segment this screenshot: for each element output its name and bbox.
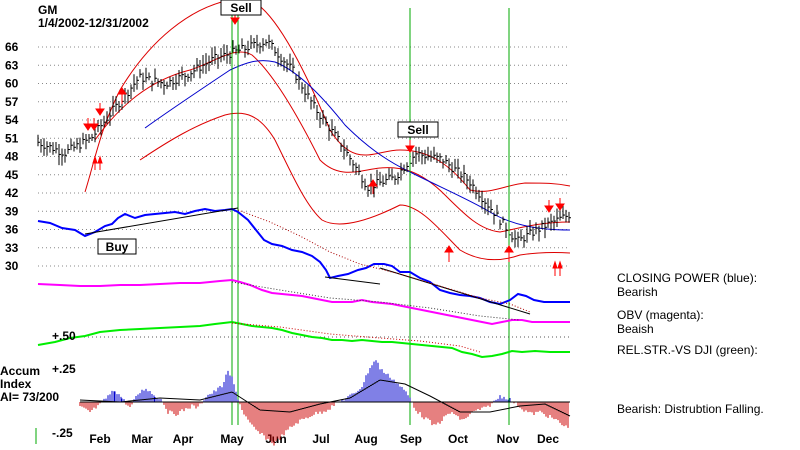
down-arrow xyxy=(544,200,554,213)
lower-band-line xyxy=(139,112,571,261)
price-bars xyxy=(37,34,571,248)
price-tick-label: 30 xyxy=(5,259,19,273)
month-tick-label: Nov xyxy=(497,432,520,446)
sell-label: Sell xyxy=(220,0,262,16)
price-tick-label: 42 xyxy=(5,186,19,200)
price-tick-label: 63 xyxy=(5,58,19,72)
accum-note: Bearish: Distrubtion Falling. xyxy=(617,402,764,416)
accum-index-panel xyxy=(79,360,571,446)
legend-status: Bearish xyxy=(617,285,658,299)
month-tick-label: Aug xyxy=(354,432,377,446)
legend-rel-strength: REL.STR.-VS DJI (green): xyxy=(617,343,758,357)
accum-tick-label: -.25 xyxy=(52,426,73,440)
up-arrow xyxy=(117,87,127,104)
chart-title: GM xyxy=(38,3,57,17)
up-arrow xyxy=(444,245,454,262)
price-tick-label: 48 xyxy=(5,150,19,164)
accum-label: Accum xyxy=(0,364,40,378)
svg-text:Buy: Buy xyxy=(106,240,129,254)
rel-strength-line xyxy=(37,320,570,359)
price-tick-label: 54 xyxy=(5,113,19,127)
accum-tick-label: +.25 xyxy=(52,362,76,376)
buy-label: Buy xyxy=(97,238,137,255)
upper-band-line xyxy=(84,0,571,193)
down-arrow xyxy=(83,118,93,131)
up-arrow xyxy=(368,179,378,194)
ai-label: AI= 73/200 xyxy=(0,390,59,404)
svg-text:Sell: Sell xyxy=(230,1,251,15)
accum-tick-label: +.50 xyxy=(52,329,76,343)
rel-strength-ma-line xyxy=(231,322,481,353)
price-tick-label: 51 xyxy=(5,131,19,145)
legend-closing-power: CLOSING POWER (blue): Bearish xyxy=(617,271,757,299)
month-tick-label: Feb xyxy=(89,432,110,446)
up-arrow xyxy=(92,155,103,170)
month-axis: Feb Mar Apr May Jun Jul Aug Sep Oct Nov Dec xyxy=(89,432,559,446)
month-tick-label: Dec xyxy=(537,432,559,446)
month-tick-label: Mar xyxy=(131,432,153,446)
month-tick-label: Jul xyxy=(312,432,329,446)
closing-power-panel xyxy=(37,207,570,315)
down-arrow xyxy=(89,118,99,131)
obv-panel xyxy=(37,278,570,326)
trend-line xyxy=(324,276,381,285)
month-tick-label: May xyxy=(220,432,244,446)
up-arrow xyxy=(504,245,514,262)
gridlines xyxy=(38,46,570,267)
down-arrow xyxy=(405,140,415,153)
legend-status: Beaish xyxy=(617,322,654,336)
price-tick-label: 45 xyxy=(5,168,19,182)
price-tick-label: 39 xyxy=(5,204,19,218)
price-axis: 66 63 60 57 54 51 48 45 42 39 36 33 30 xyxy=(5,40,19,273)
obv-line xyxy=(37,278,570,326)
note-text: Bearish: Distrubtion Falling. xyxy=(617,402,764,416)
accum-ma-line xyxy=(79,379,571,417)
down-arrow xyxy=(555,198,565,211)
signal-lines xyxy=(231,8,510,425)
chart-subtitle: 1/4/2002-12/31/2002 xyxy=(38,16,149,30)
closing-power-ma-line xyxy=(237,209,531,313)
closing-power-line xyxy=(37,207,570,306)
legend-label: REL.STR.-VS DJI (green): xyxy=(617,343,758,357)
month-tick-label: Apr xyxy=(173,432,194,446)
month-tick-label: Sep xyxy=(400,432,422,446)
svg-text:Sell: Sell xyxy=(407,123,428,137)
sell-label: Sell xyxy=(397,121,439,138)
mid-band-line xyxy=(94,51,571,233)
up-arrow xyxy=(552,260,563,276)
down-arrow xyxy=(95,103,105,116)
obv-ma-line xyxy=(231,281,521,321)
legend-obv: OBV (magenta): Beaish xyxy=(617,308,704,336)
rel-strength-panel xyxy=(37,320,570,359)
price-tick-label: 66 xyxy=(5,40,19,54)
price-tick-label: 33 xyxy=(5,241,19,255)
month-tick-label: Oct xyxy=(448,432,468,446)
legend-label: OBV (magenta): xyxy=(617,308,704,322)
signal-arrows xyxy=(83,12,565,276)
bollinger-bands xyxy=(84,0,571,261)
price-tick-label: 36 xyxy=(5,223,19,237)
moving-average-line xyxy=(144,60,571,231)
accum-label: Index xyxy=(0,377,32,391)
price-tick-label: 60 xyxy=(5,77,19,91)
price-tick-label: 57 xyxy=(5,95,19,109)
trend-line xyxy=(84,207,239,235)
legend-label: CLOSING POWER (blue): xyxy=(617,271,758,285)
